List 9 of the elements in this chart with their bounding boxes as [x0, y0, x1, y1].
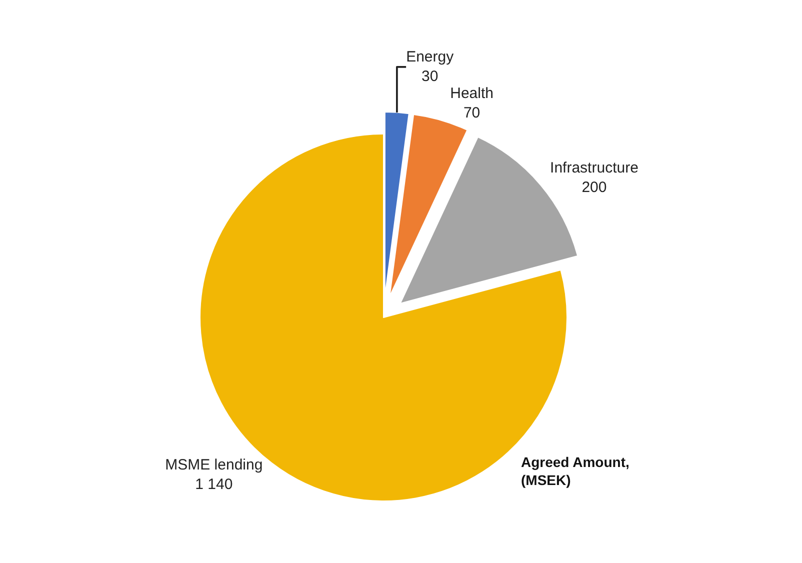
slice-label: Health	[450, 85, 494, 102]
text: Agreed Amount, (MSEK)	[521, 454, 630, 488]
slice-label: MSME lending	[165, 456, 263, 474]
data-label: 1 140	[195, 476, 233, 493]
data-label: 30	[421, 68, 438, 86]
data-label: 200	[582, 179, 607, 196]
data-label: 70	[463, 104, 480, 122]
slice-label: Infrastructure	[550, 160, 638, 177]
slice-label: Energy	[406, 48, 454, 66]
